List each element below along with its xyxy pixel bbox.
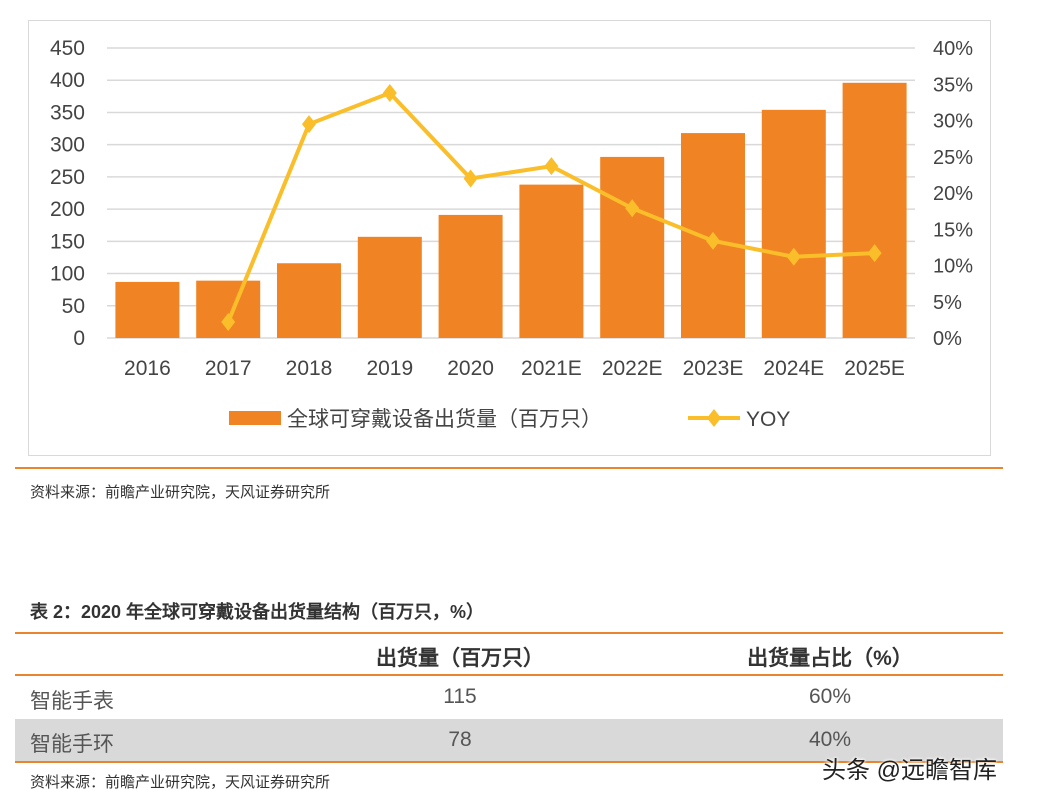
table-top-rule — [15, 632, 1003, 634]
bar — [519, 184, 584, 338]
yoy-marker — [625, 199, 640, 218]
x-tick-label: 2023E — [683, 357, 744, 380]
divider — [15, 467, 1003, 469]
left-tick-label: 300 — [50, 134, 85, 157]
x-tick-label: 2020 — [447, 357, 494, 380]
right-tick-label: 40% — [933, 38, 973, 60]
cell: 78 — [448, 728, 472, 751]
yoy-marker — [221, 313, 236, 332]
yoy-marker — [544, 157, 559, 176]
legend-bar-swatch — [229, 411, 281, 425]
bar — [438, 214, 503, 338]
table-header: 出货量（百万只） 出货量占比（%） — [15, 633, 1003, 676]
table-row: 智能手环 78 40% — [15, 719, 1003, 762]
right-tick-label: 10% — [933, 256, 973, 278]
right-tick-label: 15% — [933, 219, 973, 241]
bar — [842, 82, 907, 338]
yoy-marker — [706, 231, 720, 250]
bar — [600, 156, 665, 338]
x-tick-label: 2024E — [763, 357, 824, 380]
cell: 智能手表 — [30, 690, 114, 713]
right-tick-label: 35% — [933, 74, 973, 96]
chart-frame — [28, 20, 991, 456]
table-title: 表 2：2020 年全球可穿戴设备出货量结构（百万只，%） — [30, 602, 485, 622]
left-tick-label: 400 — [50, 69, 85, 92]
bar — [761, 109, 826, 338]
yoy-marker — [786, 247, 801, 266]
yoy-marker — [867, 244, 882, 263]
right-tick-label: 20% — [933, 183, 973, 205]
right-tick-label: 25% — [933, 147, 973, 169]
left-tick-label: 350 — [50, 101, 85, 124]
legend-line-marker — [707, 409, 721, 427]
right-tick-label: 5% — [933, 292, 962, 314]
x-tick-label: 2019 — [366, 357, 413, 380]
legend-bar-label: 全球可穿戴设备出货量（百万只） — [287, 408, 602, 431]
x-tick-label: 2018 — [286, 357, 333, 380]
right-tick-label: 0% — [933, 328, 962, 350]
x-tick-label: 2021E — [521, 357, 582, 380]
header-cell: 出货量占比（%） — [747, 647, 913, 670]
x-tick-label: 2016 — [124, 357, 171, 380]
watermark: 头条 @远瞻智库 — [822, 757, 998, 784]
legend-line-label: YOY — [746, 408, 790, 431]
yoy-marker — [463, 169, 478, 188]
table-bottom-rule — [15, 761, 1003, 763]
cell: 智能手环 — [30, 733, 114, 756]
bar — [115, 281, 180, 338]
combo-chart: 0 50 100 150 200 250 300 350 400 450 0% 5% 10% 15% 20%… — [50, 37, 973, 431]
left-tick-label: 100 — [50, 263, 85, 286]
bar — [357, 236, 422, 338]
bar — [277, 263, 341, 338]
left-tick-label: 200 — [50, 198, 85, 221]
x-tick-label: 2025E — [844, 357, 905, 380]
cell: 115 — [443, 685, 477, 708]
yoy-marker — [302, 115, 316, 134]
left-tick-label: 150 — [50, 230, 85, 253]
left-tick-label: 250 — [50, 166, 85, 189]
x-tick-label: 2017 — [205, 357, 252, 380]
table-source: 资料来源：前瞻产业研究院，天风证券研究所 — [30, 774, 331, 791]
table-header-rule — [15, 674, 1003, 676]
left-tick-label: 50 — [62, 295, 85, 318]
left-tick-label: 450 — [50, 37, 85, 60]
cell: 40% — [808, 728, 852, 751]
header-cell: 出货量（百万只） — [376, 647, 544, 670]
table-row: 智能手表 115 60% — [15, 676, 1003, 719]
right-tick-label: 30% — [933, 111, 973, 133]
cell: 60% — [808, 685, 852, 708]
chart-source: 资料来源：前瞻产业研究院，天风证券研究所 — [30, 484, 331, 501]
left-tick-label: 0 — [73, 327, 85, 350]
x-tick-label: 2022E — [602, 357, 663, 380]
yoy-marker — [382, 83, 397, 102]
